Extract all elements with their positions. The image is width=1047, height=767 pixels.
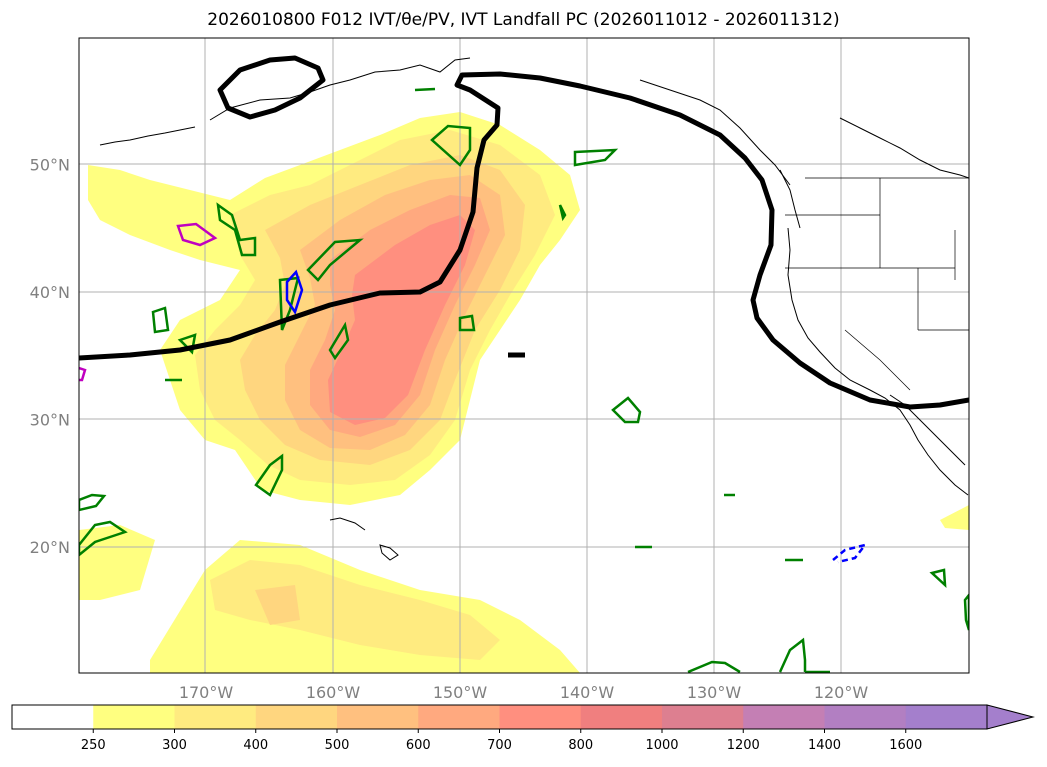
latitude-labels: 50°N 40°N 30°N 20°N [30, 156, 70, 558]
borders [785, 177, 969, 391]
ivt-300-band [210, 560, 500, 660]
colorbar-segment [93, 705, 175, 729]
figure-title: 2026010800 F012 IVT/θe/PV, IVT Landfall … [207, 10, 840, 30]
alaska-coast [209, 57, 471, 121]
colorbar-segment [743, 705, 825, 729]
ivt-400-band [255, 585, 300, 625]
lat-label: 50°N [30, 156, 70, 175]
ivt-fill [79, 112, 969, 673]
colorbar: 250 300 400 500 600 700 800 1000 1200 1400 1600 [11, 704, 1035, 753]
colorbar-tick-label: 1200 [727, 738, 760, 753]
longitude-labels: 170°W 160°W 150°W 140°W 130°W 120°W [179, 683, 869, 702]
colorbar-tick-label: 700 [487, 738, 512, 753]
colorbar-tick-label: 600 [406, 738, 431, 753]
colorbar-segment [12, 705, 94, 729]
colorbar-tick-label: 1000 [645, 738, 678, 753]
colorbar-tick-label: 250 [81, 738, 106, 753]
lon-label: 130°W [687, 683, 742, 702]
us-west-coast [787, 227, 969, 496]
colorbar-segment [174, 705, 257, 729]
bc-coast [779, 169, 801, 229]
theta-e-contours [79, 87, 969, 673]
colorbar-segment [905, 705, 988, 729]
aleutian-islands [99, 126, 196, 146]
lon-label: 160°W [306, 683, 361, 702]
colorbar-segment [580, 705, 663, 729]
canada-coast-n [839, 117, 969, 179]
colorbar-tick-label: 1400 [808, 738, 841, 753]
colorbar-tick-label: 500 [325, 738, 350, 753]
colorbar-tick-label: 1600 [889, 738, 922, 753]
lat-label: 40°N [30, 283, 70, 302]
pv-contours [79, 222, 869, 564]
colorbar-segment [337, 705, 419, 729]
colorbar-tick-label: 300 [162, 738, 187, 753]
colorbar-extend-arrow [986, 704, 1035, 730]
colorbar-tick-label: 800 [568, 738, 593, 753]
ivt-250-south [79, 525, 155, 600]
colorbar-segment [499, 705, 582, 729]
colorbar-segment [255, 705, 338, 729]
map-frame [78, 37, 970, 674]
map-panel [79, 38, 969, 673]
lon-label: 120°W [814, 683, 869, 702]
hawaii [329, 517, 399, 561]
lon-label: 150°W [433, 683, 488, 702]
colorbar-segment [418, 705, 500, 729]
colorbar-segment [824, 705, 907, 729]
lon-label: 170°W [179, 683, 234, 702]
ivt-700-region [328, 215, 475, 425]
lat-label: 30°N [30, 411, 70, 430]
lon-label: 140°W [560, 683, 615, 702]
ivt-250-right [940, 505, 969, 530]
colorbar-segment [662, 705, 744, 729]
lat-label: 20°N [30, 538, 70, 557]
ivt-landfall-contour [79, 55, 969, 410]
alaska-panhandle [639, 79, 791, 186]
graticule [79, 38, 969, 673]
colorbar-tick-label: 400 [243, 738, 268, 753]
